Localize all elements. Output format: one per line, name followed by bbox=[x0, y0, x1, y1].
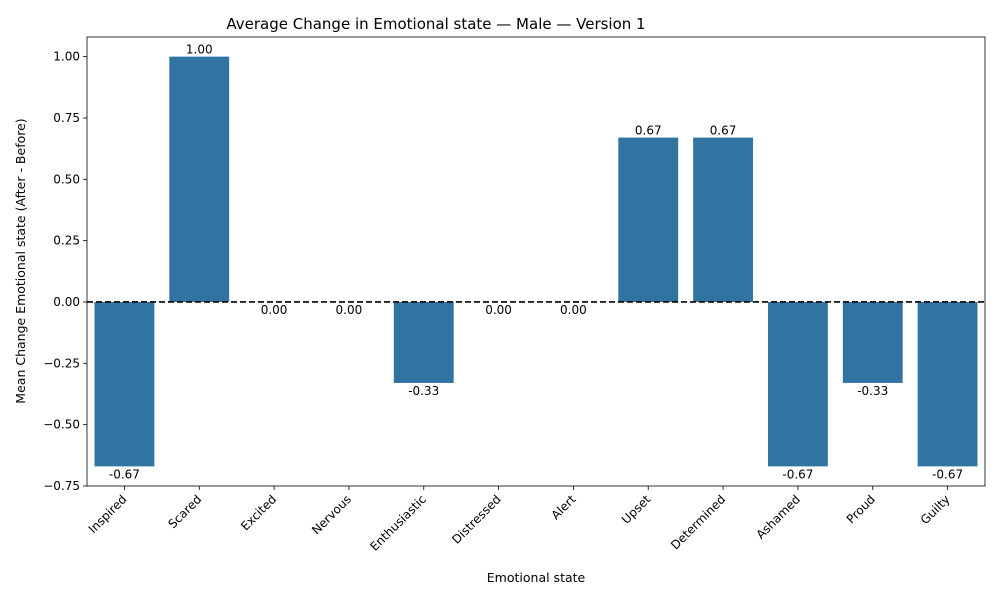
x-tick-label-distressed: Distressed bbox=[449, 492, 504, 547]
x-tick-label-proud: Proud bbox=[844, 492, 878, 526]
x-tick-label-nervous: Nervous bbox=[309, 492, 354, 537]
bar-scared bbox=[169, 56, 230, 302]
x-ticks-group: Inspired Scared Excited Nervous Enthusiastic… bbox=[86, 486, 953, 554]
x-tick-label-determined: Determined bbox=[668, 492, 728, 552]
y-tick-label: 0.75 bbox=[53, 111, 80, 125]
y-tick-label: −0.75 bbox=[43, 479, 80, 493]
bar-guilty bbox=[917, 301, 978, 467]
chart-title: Average Change in Emotional state — Male… bbox=[226, 15, 645, 33]
x-tick-label-upset: Upset bbox=[619, 492, 654, 527]
bar-enthusiastic bbox=[393, 301, 454, 383]
x-axis-label: Emotional state bbox=[487, 570, 586, 585]
y-axis-label: Mean Change Emotional state (After - Bef… bbox=[13, 118, 28, 403]
y-ticks-group: −0.75 −0.50 −0.25 0.00 0.25 0.50 0.75 1.00 bbox=[43, 50, 87, 493]
bar-ashamed bbox=[767, 301, 828, 467]
y-tick-label: 0.00 bbox=[53, 295, 80, 309]
x-tick-label-guilty: Guilty bbox=[918, 492, 953, 527]
y-tick-label: −0.25 bbox=[43, 356, 80, 370]
x-tick-label-excited: Excited bbox=[238, 492, 279, 533]
data-label-proud: -0.33 bbox=[857, 384, 888, 398]
data-label-upset: 0.67 bbox=[635, 124, 662, 138]
bar-upset bbox=[618, 137, 679, 302]
y-tick-label: 0.25 bbox=[53, 234, 80, 248]
bars-group bbox=[94, 56, 978, 467]
x-tick-label-alert: Alert bbox=[548, 492, 578, 522]
x-tick-label-ashamed: Ashamed bbox=[753, 492, 803, 542]
y-tick-label: 1.00 bbox=[53, 50, 80, 64]
bar-proud bbox=[842, 301, 903, 383]
data-label-nervous: 0.00 bbox=[336, 303, 363, 317]
data-label-enthusiastic: -0.33 bbox=[408, 384, 439, 398]
y-tick-label: −0.50 bbox=[43, 418, 80, 432]
data-label-excited: 0.00 bbox=[261, 303, 288, 317]
bar-inspired bbox=[94, 301, 155, 467]
axes-group bbox=[86, 36, 986, 487]
data-label-scared: 1.00 bbox=[186, 43, 213, 57]
x-tick-label-inspired: Inspired bbox=[86, 492, 130, 536]
data-label-alert: 0.00 bbox=[560, 303, 587, 317]
data-labels-group: -0.67 1.00 0.00 0.00 -0.33 0.00 0.00 0.67 0.67 -0… bbox=[109, 43, 963, 482]
data-label-ashamed: -0.67 bbox=[782, 467, 813, 481]
bar-determined bbox=[693, 137, 754, 302]
x-tick-label-enthusiastic: Enthusiastic bbox=[367, 492, 428, 553]
y-tick-label: 0.50 bbox=[53, 172, 80, 186]
data-label-determined: 0.67 bbox=[710, 124, 737, 138]
plot-frame bbox=[86, 36, 986, 487]
x-tick-label-scared: Scared bbox=[165, 492, 204, 531]
data-label-inspired: -0.67 bbox=[109, 467, 140, 481]
data-label-guilty: -0.67 bbox=[932, 467, 963, 481]
data-label-distressed: 0.00 bbox=[485, 303, 512, 317]
